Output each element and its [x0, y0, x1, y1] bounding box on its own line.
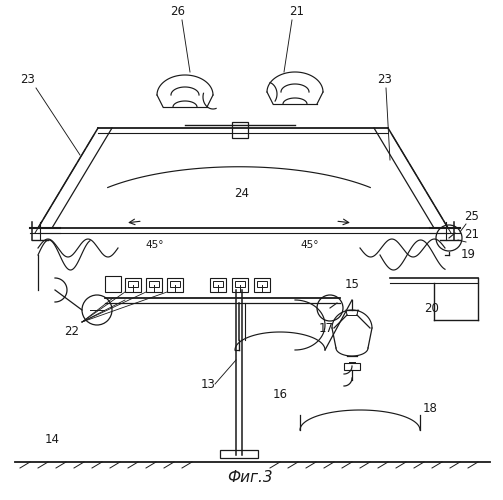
Bar: [128, 281, 138, 287]
Text: Фиг.3: Фиг.3: [227, 470, 273, 485]
Bar: [149, 281, 159, 287]
Text: 24: 24: [234, 187, 249, 200]
Text: 25: 25: [465, 210, 479, 223]
Bar: [344, 363, 360, 370]
Text: 13: 13: [201, 378, 215, 391]
Text: 45°: 45°: [146, 240, 164, 250]
Text: 20: 20: [425, 302, 440, 315]
Text: 17: 17: [318, 322, 333, 335]
Text: 16: 16: [273, 388, 288, 401]
Text: 26: 26: [171, 5, 186, 18]
Bar: [210, 278, 226, 292]
Text: 15: 15: [345, 278, 360, 291]
Bar: [146, 278, 162, 292]
Bar: [170, 281, 180, 287]
Text: 23: 23: [21, 73, 35, 86]
Circle shape: [436, 225, 462, 251]
Bar: [257, 281, 267, 287]
Bar: [232, 122, 248, 138]
Text: 21: 21: [290, 5, 304, 18]
Text: 45°: 45°: [301, 240, 319, 250]
Circle shape: [317, 295, 343, 321]
Text: 18: 18: [423, 402, 438, 415]
Bar: [254, 278, 270, 292]
Bar: [232, 278, 248, 292]
Bar: [235, 281, 245, 287]
Text: 19: 19: [461, 248, 475, 261]
Text: 23: 23: [378, 73, 392, 86]
Bar: [220, 450, 258, 458]
Bar: [105, 276, 121, 292]
Circle shape: [82, 295, 112, 325]
Bar: [213, 281, 223, 287]
Text: 22: 22: [64, 325, 79, 338]
Text: 14: 14: [44, 433, 59, 446]
Bar: [125, 278, 141, 292]
Text: 21: 21: [464, 228, 479, 241]
Bar: [167, 278, 183, 292]
